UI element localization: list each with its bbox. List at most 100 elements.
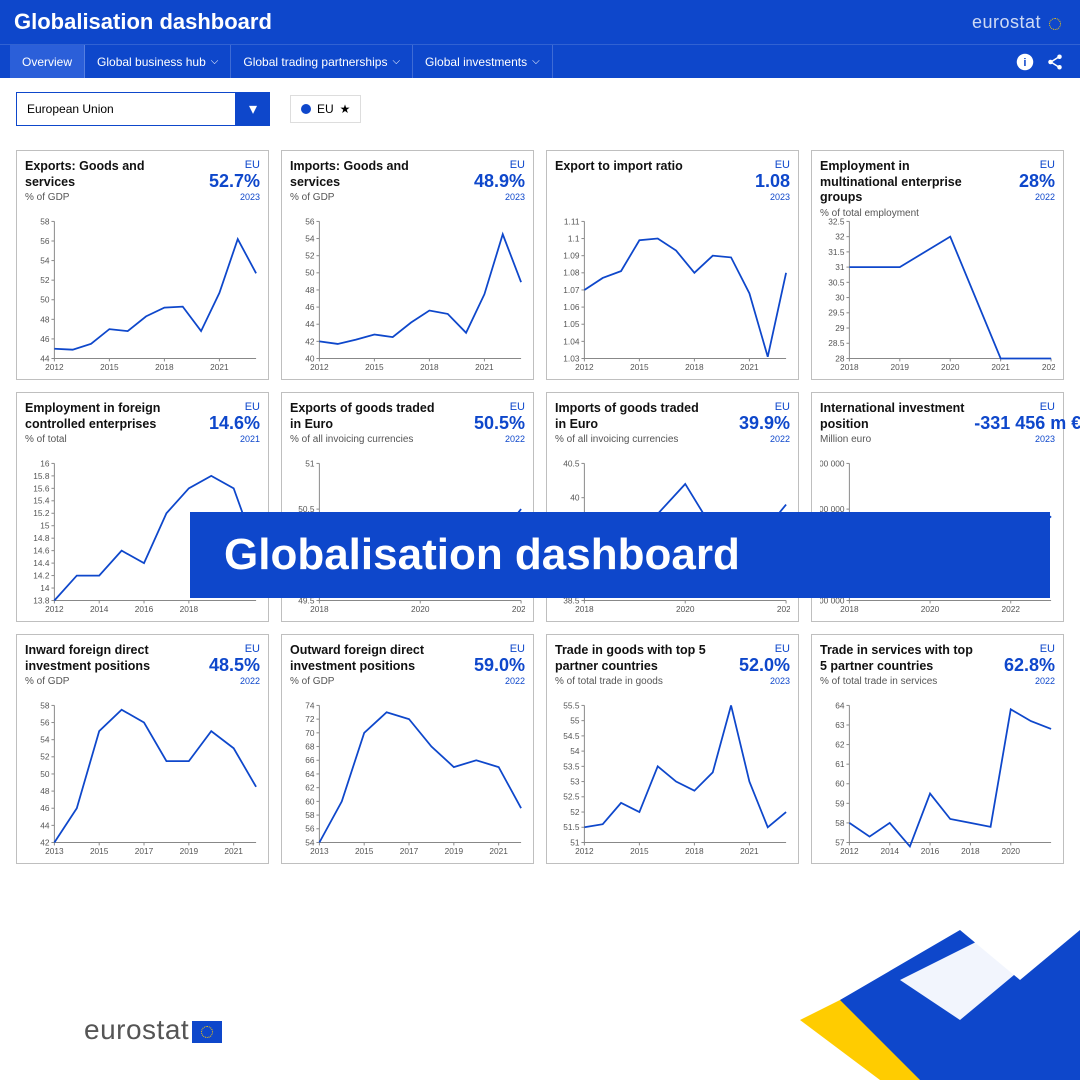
svg-text:15: 15 xyxy=(40,521,50,531)
chart-grid: Exports: Goods and services% of GDPEU52.… xyxy=(0,132,1080,864)
share-icon[interactable] xyxy=(1046,53,1064,71)
svg-text:14.2: 14.2 xyxy=(33,571,50,581)
svg-text:55.5: 55.5 xyxy=(563,700,580,710)
card-title: Trade in services with top 5 partner cou… xyxy=(820,643,977,674)
nav-tab-global-trading-partnerships[interactable]: Global trading partnerships⌵ xyxy=(231,45,413,78)
card-region-label: EU xyxy=(188,643,260,655)
nav-tab-global-business-hub[interactable]: Global business hub ⌵ xyxy=(85,45,231,78)
eu-flag-icon xyxy=(1044,16,1066,32)
card-title: Imports: Goods and services xyxy=(290,159,447,190)
card-year: 2022 xyxy=(453,676,525,686)
line-chart: 42444648505254565820132015201720192021 xyxy=(25,699,260,861)
svg-text:54: 54 xyxy=(305,233,315,243)
chart-card-trade-goods-top5[interactable]: Trade in goods with top 5 partner countr… xyxy=(546,634,799,864)
card-year: 2022 xyxy=(188,676,260,686)
nav-tab-label: Global business hub xyxy=(97,55,206,69)
nav-tab-global-investments[interactable]: Global investments⌵ xyxy=(413,45,553,78)
chart-card-exports-goods-services[interactable]: Exports: Goods and services% of GDPEU52.… xyxy=(16,150,269,380)
svg-text:1.11: 1.11 xyxy=(564,216,580,226)
chart-card-employment-multinational[interactable]: Employment in multinational enterprise g… xyxy=(811,150,1064,380)
svg-text:56: 56 xyxy=(305,824,315,834)
svg-text:68: 68 xyxy=(305,741,315,751)
svg-text:1.06: 1.06 xyxy=(563,302,580,312)
svg-text:14.4: 14.4 xyxy=(33,558,50,568)
card-value: 1.08 xyxy=(718,171,790,192)
svg-text:1.04: 1.04 xyxy=(563,336,580,346)
svg-text:2018: 2018 xyxy=(310,604,329,614)
svg-text:54: 54 xyxy=(40,256,50,266)
card-region-label: EU xyxy=(188,401,260,413)
svg-text:59: 59 xyxy=(835,798,845,808)
svg-text:1.08: 1.08 xyxy=(563,268,580,278)
card-value: 59.0% xyxy=(453,655,525,676)
card-title: Exports: Goods and services xyxy=(25,159,182,190)
svg-text:2014: 2014 xyxy=(90,604,109,614)
svg-text:2015: 2015 xyxy=(355,846,374,856)
svg-text:50: 50 xyxy=(40,295,50,305)
region-select-button[interactable]: ▾ xyxy=(236,92,270,126)
nav-tab-overview[interactable]: Overview xyxy=(10,45,85,78)
svg-text:2019: 2019 xyxy=(445,846,464,856)
svg-text:32: 32 xyxy=(835,232,845,242)
card-title: Trade in goods with top 5 partner countr… xyxy=(555,643,712,674)
svg-text:58: 58 xyxy=(40,216,50,226)
card-title: Inward foreign direct investment positio… xyxy=(25,643,182,674)
card-region-label: EU xyxy=(718,643,790,655)
info-icon[interactable]: i xyxy=(1016,53,1034,71)
chart-card-export-import-ratio[interactable]: Export to import ratioEU1.0820231.031.04… xyxy=(546,150,799,380)
legend-label: EU xyxy=(317,102,334,116)
svg-text:44: 44 xyxy=(40,820,50,830)
region-select[interactable]: European Union ▾ xyxy=(16,92,270,126)
svg-text:52: 52 xyxy=(40,752,50,762)
card-value: 39.9% xyxy=(718,413,790,434)
legend: EU ★ xyxy=(290,95,361,123)
card-year: 2023 xyxy=(974,434,1055,444)
svg-text:50: 50 xyxy=(40,769,50,779)
card-region-label: EU xyxy=(974,401,1055,413)
card-region-label: EU xyxy=(188,159,260,171)
card-region-label: EU xyxy=(453,643,525,655)
chevron-down-icon: ▾ xyxy=(249,99,257,119)
chart-card-inward-fdi[interactable]: Inward foreign direct investment positio… xyxy=(16,634,269,864)
line-chart: 2828.52929.53030.53131.53232.52018201920… xyxy=(820,215,1055,377)
overlay-banner-text: Globalisation dashboard xyxy=(224,530,740,580)
svg-text:58: 58 xyxy=(40,700,50,710)
card-value: 62.8% xyxy=(983,655,1055,676)
card-region-label: EU xyxy=(718,159,790,171)
card-title: Imports of goods traded in Euro xyxy=(555,401,712,432)
card-subtitle: % of GDP xyxy=(290,676,447,687)
svg-text:53.5: 53.5 xyxy=(563,761,580,771)
svg-text:2020: 2020 xyxy=(676,604,695,614)
chart-card-outward-fdi[interactable]: Outward foreign direct investment positi… xyxy=(281,634,534,864)
svg-text:15.8: 15.8 xyxy=(33,471,50,481)
svg-text:2022: 2022 xyxy=(1042,362,1055,372)
svg-text:61: 61 xyxy=(835,759,845,769)
card-year: 2022 xyxy=(983,192,1055,202)
svg-text:2020: 2020 xyxy=(411,604,430,614)
overlay-banner: Globalisation dashboard xyxy=(190,512,1050,598)
svg-text:52: 52 xyxy=(40,275,50,285)
svg-text:32.5: 32.5 xyxy=(828,216,845,226)
chevron-down-icon: ⌵ xyxy=(211,56,219,67)
svg-text:44: 44 xyxy=(305,319,315,329)
svg-text:2017: 2017 xyxy=(135,846,154,856)
legend-dot-icon xyxy=(301,104,311,114)
chart-card-imports-goods-services[interactable]: Imports: Goods and services% of GDPEU48.… xyxy=(281,150,534,380)
svg-text:2018: 2018 xyxy=(155,362,174,372)
svg-text:54: 54 xyxy=(570,746,580,756)
card-year: 2023 xyxy=(718,192,790,202)
svg-text:31: 31 xyxy=(835,262,845,272)
svg-text:2022: 2022 xyxy=(777,604,790,614)
svg-text:15.2: 15.2 xyxy=(33,508,50,518)
svg-text:56: 56 xyxy=(40,717,50,727)
chart-card-trade-services-top5[interactable]: Trade in services with top 5 partner cou… xyxy=(811,634,1064,864)
card-subtitle: % of GDP xyxy=(290,192,447,203)
card-year: 2023 xyxy=(188,192,260,202)
svg-text:40: 40 xyxy=(570,493,580,503)
svg-text:2015: 2015 xyxy=(90,846,109,856)
card-subtitle: % of total trade in goods xyxy=(555,676,712,687)
star-icon: ★ xyxy=(340,102,351,116)
svg-text:54.5: 54.5 xyxy=(563,731,580,741)
svg-text:64: 64 xyxy=(835,700,845,710)
svg-text:2013: 2013 xyxy=(310,846,329,856)
